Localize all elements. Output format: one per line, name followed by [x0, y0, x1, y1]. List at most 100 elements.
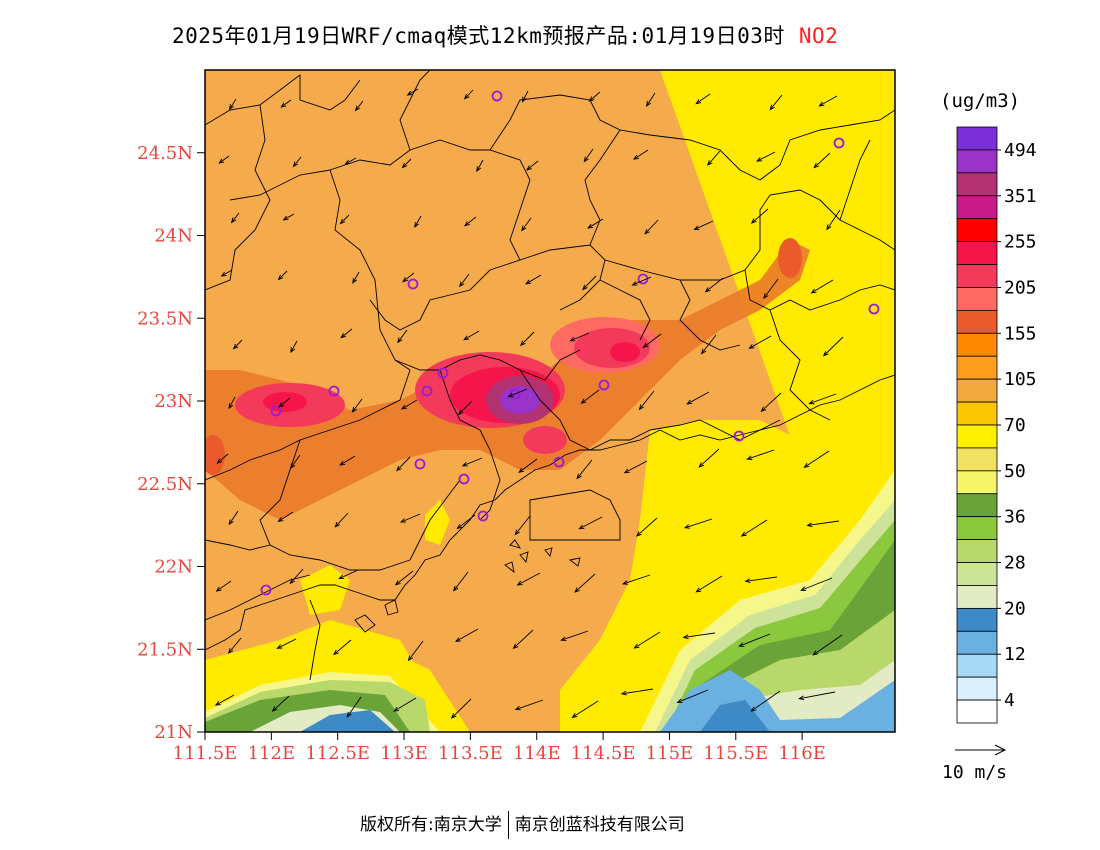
colorbar-segment	[956, 516, 998, 541]
city-marker	[328, 385, 340, 397]
wind-vector	[812, 634, 843, 656]
wind-vector-head	[276, 644, 283, 649]
wind-vector-head	[401, 162, 408, 169]
wind-vector-head	[289, 578, 295, 585]
lon-tick-label: 114.5E	[571, 743, 636, 764]
wind-vector-head	[693, 225, 700, 230]
wind-vector	[514, 515, 531, 535]
wind-vector-head	[633, 643, 640, 649]
wind-vector	[639, 390, 655, 410]
wind-vector-head	[214, 700, 221, 706]
wind-vector	[513, 629, 534, 649]
wind-vector	[698, 448, 720, 468]
wind-vector	[228, 637, 242, 654]
lon-tick-label: 112E	[248, 743, 296, 764]
wind-vector	[402, 158, 412, 168]
field-yellow-ne	[680, 70, 895, 300]
wind-vector	[694, 220, 714, 230]
wind-vector	[801, 577, 833, 591]
wind-vector	[229, 98, 237, 110]
wind-vector-head	[406, 90, 413, 96]
wind-vector-head	[682, 634, 689, 640]
wind-vector-head	[822, 350, 829, 357]
wind-vector-head	[642, 342, 649, 349]
wind-vector-head	[633, 154, 640, 160]
hotspot-huizhou-core	[610, 342, 640, 362]
field-yellow-region	[205, 70, 895, 732]
wind-vector	[217, 453, 229, 464]
wind-vector-head	[512, 643, 519, 650]
wind-vector-head	[746, 455, 753, 460]
wind-vector	[582, 275, 597, 290]
field-band-darkorange	[205, 240, 810, 520]
wind-vector	[272, 695, 290, 712]
wind-vector	[745, 576, 778, 582]
wind-vector-head	[282, 215, 289, 221]
wind-vector	[581, 389, 600, 404]
city-markers	[260, 90, 880, 596]
city-marker	[637, 273, 649, 285]
wind-vector-head	[521, 225, 527, 232]
wind-vector-head	[569, 336, 576, 342]
city-marker	[260, 584, 272, 596]
wind-vector-head	[578, 524, 585, 530]
lat-tick-label: 23N	[154, 391, 193, 412]
wind-vector	[228, 396, 236, 409]
wind-vector-head	[516, 580, 523, 586]
wind-vector	[216, 580, 232, 592]
wind-vector-head	[215, 586, 222, 592]
wind-vector	[277, 638, 297, 649]
concentration-field	[205, 70, 895, 732]
hotspot-shenzhen	[523, 426, 567, 454]
colorbar-segment	[956, 424, 998, 449]
wind-vector	[283, 213, 295, 221]
wind-vector	[804, 450, 830, 468]
city-marker	[598, 379, 610, 391]
wind-vector	[278, 511, 294, 522]
wind-vector-head	[450, 713, 457, 719]
colorbar-units: (ug/m3)	[940, 90, 1021, 112]
colorbar-label: 12	[1004, 644, 1026, 665]
reference-vector-label: 10 m/s	[942, 762, 1008, 783]
wind-vector	[333, 639, 352, 655]
wind-vector-head	[464, 221, 470, 227]
wind-vector	[339, 569, 359, 579]
colorbar-segment	[956, 332, 998, 357]
wind-vector-head	[220, 271, 227, 277]
wind-vector	[646, 92, 656, 107]
wind-vector	[233, 339, 243, 349]
wind-vector	[761, 392, 782, 412]
city-marker	[553, 456, 565, 468]
hotspot-ne	[778, 238, 802, 278]
lat-tick-label: 21N	[154, 722, 193, 743]
wind-vector-head	[574, 587, 580, 593]
city-marker	[270, 405, 282, 417]
wind-vector-head	[476, 166, 482, 173]
wind-vector-head	[582, 284, 588, 291]
wind-vector	[621, 688, 654, 695]
wind-vector	[677, 689, 709, 703]
wind-vector	[518, 458, 538, 473]
lon-tick-label: 115.5E	[703, 743, 768, 764]
wind-vector	[741, 519, 768, 537]
wind-vector	[521, 217, 532, 231]
wind-vector-head	[218, 158, 225, 164]
colorbar-segment	[956, 470, 998, 495]
wind-vector-head	[800, 586, 807, 591]
wind-vector-head	[763, 293, 769, 299]
wind-vectors	[214, 88, 844, 719]
wind-vector-head	[631, 281, 638, 286]
wind-vector-head	[676, 698, 683, 703]
wind-vector-head	[463, 335, 470, 341]
wind-vector-head	[340, 333, 347, 339]
wind-vector	[574, 573, 596, 593]
wind-vector	[769, 94, 783, 110]
wind-vector-head	[583, 156, 589, 163]
wind-vector	[632, 276, 652, 286]
wind-vector	[395, 570, 414, 586]
wind-vector	[408, 640, 424, 661]
wind-vector-head	[216, 458, 223, 464]
wind-vector-head	[278, 402, 284, 408]
wind-vector	[457, 514, 476, 529]
wind-vector-head	[402, 277, 408, 283]
